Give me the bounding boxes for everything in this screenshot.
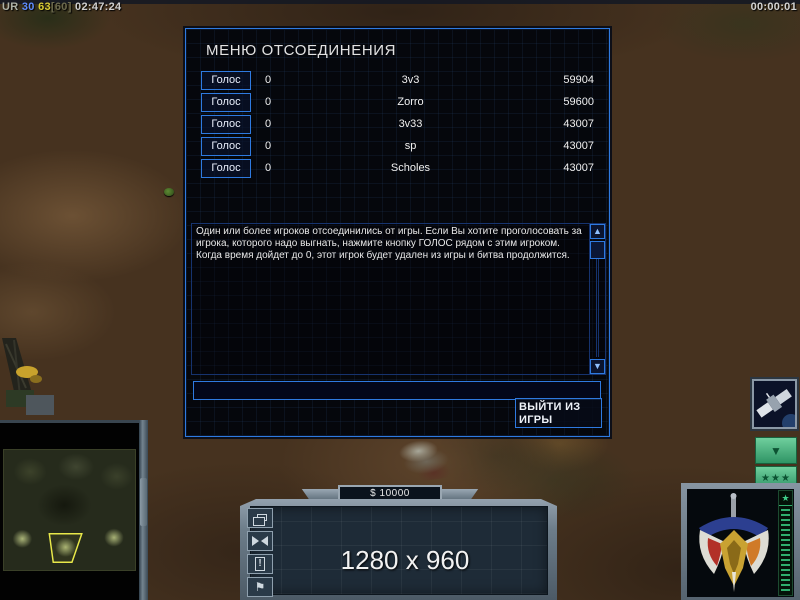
player-name: 3v33 bbox=[398, 118, 423, 130]
alert-button[interactable]: ! bbox=[247, 554, 273, 574]
vote-count: 0 bbox=[265, 162, 272, 174]
disconnect-info-text: Один или более игроков отсоединились от … bbox=[196, 226, 582, 261]
three-stars-icon: ★★★ bbox=[761, 472, 791, 484]
satellite-portrait[interactable] bbox=[752, 379, 797, 429]
disconnect-menu-dialog: МЕНЮ ОТСОЕДИНЕНИЯ Голос 0 3v3 59904 Голо… bbox=[185, 28, 610, 437]
player-row: Голос 0 3v3 59904 bbox=[186, 69, 611, 91]
hud-status-left: UR 30 63[60] 02:47:24 bbox=[2, 1, 121, 13]
hud-timer-right: 00:00:01 bbox=[750, 1, 797, 13]
timeout-value: 43007 bbox=[563, 162, 594, 174]
collapse-sidebar-button[interactable]: ▼ bbox=[755, 437, 797, 464]
hud-value-yellow: 63 bbox=[38, 1, 51, 13]
scroll-down-button[interactable]: ▼ bbox=[590, 359, 605, 374]
minimap-frame-top bbox=[0, 420, 148, 423]
crane-structure bbox=[2, 338, 54, 415]
scrollbar: ▲ ▼ bbox=[589, 224, 605, 374]
scroll-down-icon: ▼ bbox=[593, 361, 602, 371]
experience-bar: ★ bbox=[778, 490, 793, 596]
experience-ticks bbox=[781, 509, 790, 593]
chevron-down-icon: ▼ bbox=[770, 443, 782, 458]
timeout-value: 59904 bbox=[563, 74, 594, 86]
vote-count: 0 bbox=[265, 96, 272, 108]
hud-elapsed-time: 02:47:24 bbox=[75, 1, 122, 13]
vote-button[interactable]: Голос bbox=[201, 70, 251, 90]
scrollbar-track[interactable] bbox=[596, 241, 599, 357]
scrollbar-thumb[interactable] bbox=[590, 241, 605, 259]
flag-icon: ⚑ bbox=[254, 580, 266, 594]
exclamation-icon: ! bbox=[255, 557, 265, 571]
command-bar-panel bbox=[250, 506, 548, 595]
vote-count: 0 bbox=[265, 140, 272, 152]
dialog-title: МЕНЮ ОТСОЕДИНЕНИЯ bbox=[206, 42, 397, 59]
minimap-resize-handle[interactable] bbox=[140, 478, 147, 526]
hud-value-bracket: [60] bbox=[50, 1, 72, 13]
chat-input[interactable] bbox=[193, 381, 601, 400]
minimap-panel bbox=[0, 420, 148, 600]
unit-on-terrain[interactable] bbox=[164, 188, 174, 196]
vote-count: 0 bbox=[265, 118, 272, 130]
player-name: Zorro bbox=[397, 96, 424, 108]
player-row: Голос 0 3v33 43007 bbox=[186, 113, 611, 135]
timeout-value: 43007 bbox=[563, 118, 594, 130]
vote-button[interactable]: Голос bbox=[201, 158, 251, 178]
vote-button[interactable]: Голос bbox=[201, 114, 251, 134]
windows-icon bbox=[253, 513, 267, 526]
player-row: Голос 0 sp 43007 bbox=[186, 135, 611, 157]
bowtie-icon bbox=[252, 536, 268, 546]
minimap[interactable] bbox=[3, 449, 136, 571]
options-button[interactable] bbox=[247, 508, 273, 528]
top-letterbox bbox=[0, 0, 800, 4]
satellite-icon bbox=[756, 389, 792, 418]
minimap-frame-right bbox=[139, 420, 148, 600]
exit-game-button[interactable]: ВЫЙТИ ИЗ ИГРЫ bbox=[515, 398, 602, 428]
vote-button[interactable]: Голос bbox=[201, 92, 251, 112]
info-textarea: Один или более игроков отсоединились от … bbox=[191, 223, 606, 375]
vote-count: 0 bbox=[265, 74, 272, 86]
hud-value-blue: 30 bbox=[21, 1, 35, 13]
building-on-terrain bbox=[395, 433, 463, 485]
idle-worker-button[interactable] bbox=[247, 531, 273, 551]
player-name: 3v3 bbox=[401, 74, 420, 86]
player-name: sp bbox=[404, 140, 417, 152]
player-name: Scholes bbox=[390, 162, 431, 174]
rank-star-icon: ★ bbox=[779, 491, 792, 506]
scroll-up-button[interactable]: ▲ bbox=[590, 224, 605, 239]
timeout-value: 59600 bbox=[563, 96, 594, 108]
usa-faction-emblem[interactable] bbox=[694, 492, 774, 594]
beacon-button[interactable]: ⚑ bbox=[247, 577, 273, 597]
timeout-value: 43007 bbox=[563, 140, 594, 152]
hud-tag: UR bbox=[2, 1, 19, 13]
money-display: $ 10000 bbox=[338, 485, 442, 501]
scroll-up-icon: ▲ bbox=[593, 226, 602, 236]
vote-button[interactable]: Голос bbox=[201, 136, 251, 156]
player-row: Голос 0 Zorro 59600 bbox=[186, 91, 611, 113]
resolution-text: 1280 x 960 bbox=[340, 545, 470, 575]
minimap-viewport-outline bbox=[48, 532, 83, 564]
player-row: Голос 0 Scholes 43007 bbox=[186, 157, 611, 179]
